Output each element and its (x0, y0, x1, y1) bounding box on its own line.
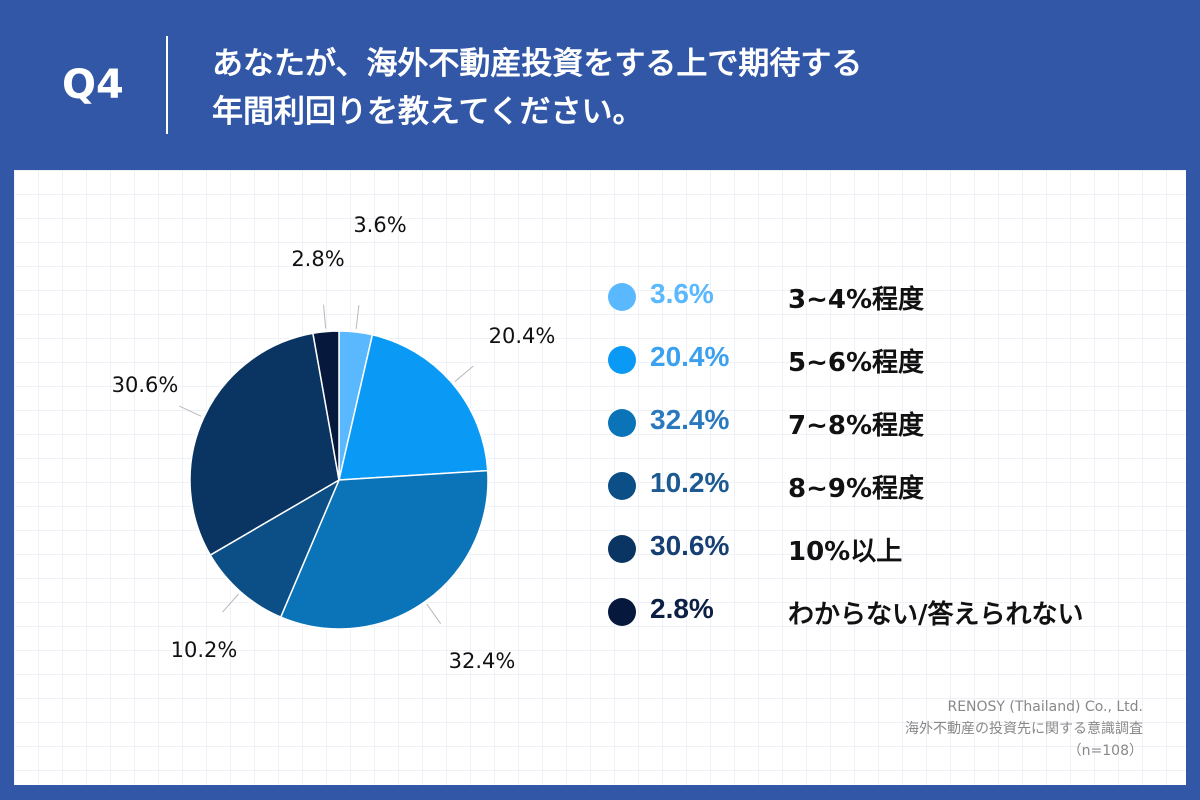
legend-label: 3~4%程度 (788, 285, 925, 315)
source-survey: 海外不動産の投資先に関する意識調査 (905, 721, 1143, 737)
legend-label: 5~6%程度 (788, 348, 925, 378)
chart-panel: 3.6% 20.4% 32.4% 10.2% 30.6% 2.8% 3.6% 3~4%程度… (14, 170, 1186, 785)
legend-dot (608, 472, 636, 500)
leader-line (323, 304, 327, 329)
question-number: Q4 (62, 62, 124, 108)
leader-line (355, 305, 360, 330)
pie-slice (338, 333, 489, 481)
slice-label: 32.4% (449, 649, 516, 673)
pie-slice (209, 478, 341, 619)
legend-value: 10.2% (650, 467, 730, 498)
legend-dot (608, 535, 636, 563)
slice-label: 3.6% (353, 213, 406, 237)
leader-line (454, 365, 474, 383)
legend-label: わからない/答えられない (788, 600, 1084, 630)
legend-value: 2.8% (650, 593, 714, 624)
legend-dot (608, 346, 636, 374)
pie-chart: 3.6% 20.4% 32.4% 10.2% 30.6% 2.8% (112, 213, 556, 673)
legend-dot (608, 598, 636, 626)
pie-slice (279, 469, 489, 630)
slice-label: 20.4% (489, 324, 556, 348)
legend-value: 3.6% (650, 278, 714, 309)
legend-label: 10%以上 (788, 537, 903, 567)
source-sample-size: （n=108） (1067, 743, 1143, 759)
header: Q4 あなたが、海外不動産投資をする上で期待する 年間利回りを教えてください。 (0, 0, 1200, 170)
question-text: あなたが、海外不動産投資をする上で期待する 年間利回りを教えてください。 (212, 40, 862, 136)
leader-line (426, 603, 442, 624)
question-line-2: 年間利回りを教えてください。 (212, 94, 644, 130)
legend-dot (608, 409, 636, 437)
legend-value: 30.6% (650, 530, 730, 561)
slice-label: 10.2% (171, 638, 238, 662)
pie-slice (189, 332, 340, 557)
leader-line (179, 405, 202, 417)
legend-label: 7~8%程度 (788, 411, 925, 441)
source-company: RENOSY (Thailand) Co., Ltd. (947, 699, 1143, 715)
legend-dot (608, 283, 636, 311)
legend-value: 32.4% (650, 404, 730, 435)
legend-value: 20.4% (650, 341, 730, 372)
leader-line (222, 593, 239, 613)
pie-slice (312, 330, 340, 481)
slice-label: 2.8% (291, 247, 344, 271)
header-divider (166, 36, 168, 134)
legend-label: 8~9%程度 (788, 474, 925, 504)
source-note: RENOSY (Thailand) Co., Ltd. 海外不動産の投資先に関す… (905, 696, 1143, 762)
slice-label: 30.6% (112, 373, 179, 397)
question-line-1: あなたが、海外不動産投資をする上で期待する (212, 46, 863, 82)
